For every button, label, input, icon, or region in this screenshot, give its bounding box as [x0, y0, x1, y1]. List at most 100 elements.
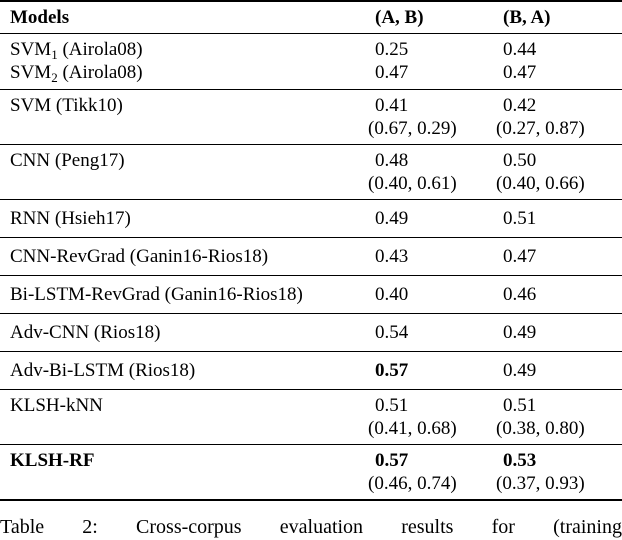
model-subscript: 2 — [51, 70, 58, 85]
model-name-cell: KLSH-RF — [0, 444, 365, 500]
ba-value: 0.50 — [503, 150, 537, 171]
model-name: Adv-CNN (Rios18) — [10, 322, 161, 343]
model-name-cell: SVM2 (Airola08) — [0, 61, 365, 90]
ab-value: 0.48 — [375, 150, 409, 171]
ab-value-cell: 0.54 — [365, 313, 493, 352]
ab-value: 0.43 — [375, 246, 409, 267]
ba-value-cell: 0.49 — [493, 351, 622, 390]
ab-value: 0.25 — [375, 39, 409, 60]
section-klsh-knn: KLSH-kNN 0.51 (0.41, 0.68) 0.51 (0.38, 0… — [0, 389, 622, 445]
ba-value: 0.51 — [503, 395, 537, 416]
ba-confidence-interval: (0.38, 0.80) — [496, 418, 585, 439]
table-row: CNN (Peng17) 0.48 (0.40, 0.61) 0.50 (0.4… — [0, 144, 622, 200]
section-svm-airola: SVM1 (Airola08) 0.25 0.44 SVM2 (Airola08… — [0, 33, 622, 90]
ab-confidence-interval: (0.40, 0.61) — [368, 173, 457, 194]
model-name: Bi-LSTM-RevGrad (Ganin16-Rios18) — [10, 284, 303, 305]
ba-confidence-interval: (0.37, 0.93) — [496, 473, 585, 494]
model-name-cell: Bi-LSTM-RevGrad (Ganin16-Rios18) — [0, 275, 365, 314]
ba-value-cell: 0.49 — [493, 313, 622, 352]
ba-value-cell: 0.42 (0.27, 0.87) — [493, 89, 622, 145]
ab-value-cell: 0.40 — [365, 275, 493, 314]
ab-value-cell: 0.57 (0.46, 0.74) — [365, 444, 493, 500]
ab-value-cell: 0.47 — [365, 61, 493, 90]
table-row: SVM1 (Airola08) 0.25 0.44 — [0, 33, 622, 62]
section-cnn-peng: CNN (Peng17) 0.48 (0.40, 0.61) 0.50 (0.4… — [0, 144, 622, 200]
table-header: Models (A, B) (B, A) — [0, 1, 622, 34]
ba-value: 0.42 — [503, 95, 537, 116]
ba-value: 0.44 — [503, 39, 537, 60]
ab-value: 0.40 — [375, 284, 409, 305]
ba-value: 0.47 — [503, 246, 537, 267]
section-cnn-revgrad: CNN-RevGrad (Ganin16-Rios18) 0.43 0.47 — [0, 237, 622, 276]
ba-value: 0.47 — [503, 62, 537, 83]
ab-value: 0.47 — [375, 62, 409, 83]
ab-value: 0.49 — [375, 208, 409, 229]
table-row: Adv-CNN (Rios18) 0.54 0.49 — [0, 313, 622, 352]
header-row: Models (A, B) (B, A) — [0, 1, 622, 34]
ab-value: 0.57 — [375, 450, 409, 471]
table-row: SVM (Tikk10) 0.41 (0.67, 0.29) 0.42 (0.2… — [0, 89, 622, 145]
ab-confidence-interval: (0.46, 0.74) — [368, 473, 457, 494]
model-subscript: 1 — [51, 47, 58, 62]
ba-value: 0.51 — [503, 208, 537, 229]
ba-value: 0.46 — [503, 284, 537, 305]
ab-confidence-interval: (0.41, 0.68) — [368, 418, 457, 439]
header-ba: (B, A) — [493, 1, 622, 34]
ab-value: 0.57 — [375, 360, 409, 381]
section-svm-tikk: SVM (Tikk10) 0.41 (0.67, 0.29) 0.42 (0.2… — [0, 89, 622, 145]
model-name: KLSH-RF — [10, 450, 95, 471]
results-table: Models (A, B) (B, A) SVM1 (Airola08) 0.2… — [0, 0, 622, 501]
model-name: RNN (Hsieh17) — [10, 208, 131, 229]
table-caption: Table 2: Cross-corpus evaluation results… — [0, 516, 622, 538]
model-name: CNN (Peng17) — [10, 150, 125, 171]
model-name: Adv-Bi-LSTM (Rios18) — [10, 360, 196, 381]
model-name-cell: CNN (Peng17) — [0, 144, 365, 200]
ab-value: 0.54 — [375, 322, 409, 343]
ab-value-cell: 0.49 — [365, 199, 493, 238]
ab-value-cell: 0.41 (0.67, 0.29) — [365, 89, 493, 145]
ba-value: 0.53 — [503, 450, 537, 471]
model-name-cell: SVM1 (Airola08) — [0, 33, 365, 62]
ab-value-cell: 0.25 — [365, 33, 493, 61]
model-name-cell: KLSH-kNN — [0, 389, 365, 445]
ba-value-cell: 0.47 — [493, 61, 622, 90]
ba-confidence-interval: (0.40, 0.66) — [496, 173, 585, 194]
ba-value-cell: 0.51 (0.38, 0.80) — [493, 389, 622, 445]
table-row: CNN-RevGrad (Ganin16-Rios18) 0.43 0.47 — [0, 237, 622, 276]
ab-value-cell: 0.43 — [365, 237, 493, 276]
model-citation: (Airola08) — [57, 39, 143, 60]
model-name: CNN-RevGrad (Ganin16-Rios18) — [10, 246, 269, 267]
table-row: SVM2 (Airola08) 0.47 0.47 — [0, 61, 622, 90]
ba-value-cell: 0.51 — [493, 199, 622, 238]
model-name: KLSH-kNN — [10, 395, 103, 416]
section-bilstm-revgrad: Bi-LSTM-RevGrad (Ganin16-Rios18) 0.40 0.… — [0, 275, 622, 314]
ba-value: 0.49 — [503, 322, 537, 343]
model-name: SVM (Tikk10) — [10, 95, 123, 116]
model-name-cell: CNN-RevGrad (Ganin16-Rios18) — [0, 237, 365, 276]
section-adv-bilstm: Adv-Bi-LSTM (Rios18) 0.57 0.49 — [0, 351, 622, 390]
model-citation: (Airola08) — [57, 62, 143, 83]
ab-value-cell: 0.48 (0.40, 0.61) — [365, 144, 493, 200]
ba-value-cell: 0.46 — [493, 275, 622, 314]
model-name-cell: Adv-Bi-LSTM (Rios18) — [0, 351, 365, 390]
model-name-cell: Adv-CNN (Rios18) — [0, 313, 365, 352]
ab-value: 0.41 — [375, 95, 409, 116]
table-row: KLSH-RF 0.57 (0.46, 0.74) 0.53 (0.37, 0.… — [0, 444, 622, 500]
ba-value-cell: 0.50 (0.40, 0.66) — [493, 144, 622, 200]
header-ab: (A, B) — [365, 1, 493, 34]
ba-value-cell: 0.44 — [493, 33, 622, 61]
ba-confidence-interval: (0.27, 0.87) — [496, 118, 585, 139]
ab-value-cell: 0.57 — [365, 351, 493, 390]
ba-value: 0.49 — [503, 360, 537, 381]
model-name-cell: SVM (Tikk10) — [0, 89, 365, 145]
table-row: RNN (Hsieh17) 0.49 0.51 — [0, 199, 622, 238]
table-row: KLSH-kNN 0.51 (0.41, 0.68) 0.51 (0.38, 0… — [0, 389, 622, 445]
header-models: Models — [0, 1, 365, 34]
ba-value-cell: 0.53 (0.37, 0.93) — [493, 444, 622, 500]
model-name: SVM — [10, 62, 52, 83]
section-rnn-hsieh: RNN (Hsieh17) 0.49 0.51 — [0, 199, 622, 238]
table-row: Adv-Bi-LSTM (Rios18) 0.57 0.49 — [0, 351, 622, 390]
model-name: SVM — [10, 39, 52, 60]
ab-value-cell: 0.51 (0.41, 0.68) — [365, 389, 493, 445]
